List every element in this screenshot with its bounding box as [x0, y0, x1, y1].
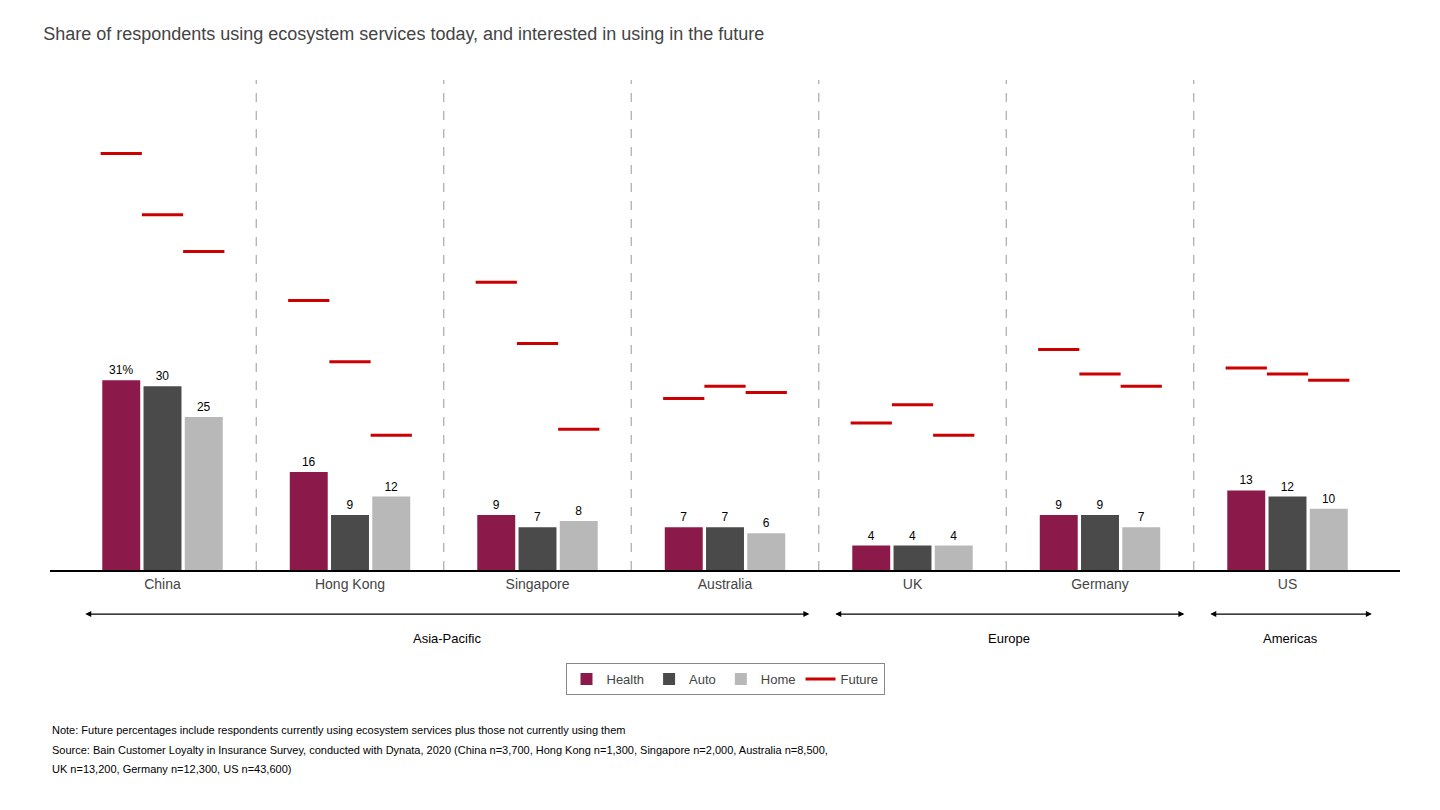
svg-text:16: 16 — [302, 455, 316, 469]
svg-text:7: 7 — [680, 510, 687, 524]
svg-text:UK: UK — [903, 576, 923, 592]
svg-text:4: 4 — [950, 529, 957, 543]
svg-text:Americas: Americas — [1263, 631, 1318, 646]
svg-text:7: 7 — [1138, 510, 1145, 524]
svg-text:Australia: Australia — [698, 576, 753, 592]
svg-text:7: 7 — [534, 510, 541, 524]
svg-text:7: 7 — [722, 510, 729, 524]
svg-text:31%: 31% — [109, 363, 133, 377]
svg-text:China: China — [144, 576, 181, 592]
svg-text:12: 12 — [384, 480, 398, 494]
svg-text:13: 13 — [1239, 473, 1253, 487]
svg-text:9: 9 — [493, 498, 500, 512]
svg-text:Share of respondents using eco: Share of respondents using ecosystem ser… — [43, 24, 764, 44]
svg-text:30: 30 — [156, 369, 170, 383]
svg-text:9: 9 — [347, 498, 354, 512]
svg-text:UK n=13,200, Germany n=12,300,: UK n=13,200, Germany n=12,300, US n=43,6… — [52, 763, 291, 775]
svg-text:4: 4 — [868, 529, 875, 543]
svg-text:12: 12 — [1281, 480, 1295, 494]
svg-text:Source: Bain Customer Loyalty: Source: Bain Customer Loyalty in Insuran… — [52, 744, 828, 756]
svg-text:6: 6 — [763, 516, 770, 530]
svg-text:10: 10 — [1322, 492, 1336, 506]
svg-text:Hong Kong: Hong Kong — [315, 576, 385, 592]
svg-text:Note: Future percentages inclu: Note: Future percentages include respond… — [52, 724, 626, 736]
svg-text:25: 25 — [197, 400, 211, 414]
svg-text:4: 4 — [909, 529, 916, 543]
svg-text:Singapore: Singapore — [506, 576, 570, 592]
svg-text:Europe: Europe — [988, 631, 1030, 646]
svg-text:9: 9 — [1055, 498, 1062, 512]
svg-text:Asia-Pacific: Asia-Pacific — [413, 631, 481, 646]
svg-text:8: 8 — [575, 504, 582, 518]
svg-text:9: 9 — [1097, 498, 1104, 512]
svg-text:Auto: Auto — [689, 672, 716, 687]
svg-text:Home: Home — [761, 672, 796, 687]
svg-text:Health: Health — [607, 672, 645, 687]
svg-text:Future: Future — [841, 672, 879, 687]
svg-text:Germany: Germany — [1071, 576, 1129, 592]
svg-text:US: US — [1278, 576, 1297, 592]
